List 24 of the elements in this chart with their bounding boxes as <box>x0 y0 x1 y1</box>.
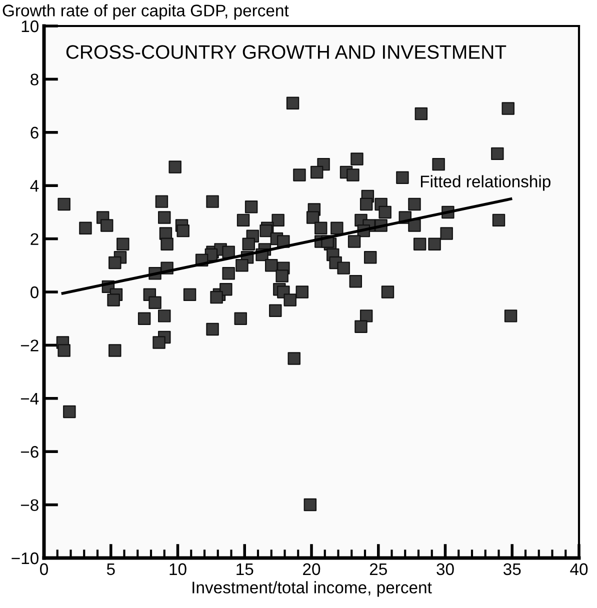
y-tick-label: −4 <box>20 392 39 404</box>
y-tick-label: 8 <box>30 74 38 86</box>
y-tick-label: 6 <box>30 126 38 139</box>
x-tick-label: 30 <box>436 563 454 576</box>
x-tick-label: 5 <box>106 563 115 576</box>
annotation: Fitted relationship <box>420 175 550 191</box>
x-tick-label: 20 <box>303 563 320 576</box>
x-tick-label: 40 <box>570 563 588 576</box>
y-tick-label: 2 <box>30 233 38 245</box>
y-tick-label: −2 <box>20 340 38 352</box>
x-tick-label: 25 <box>370 563 387 576</box>
x-tick-label: 35 <box>503 563 521 576</box>
x-axis-title: Investment/total income, percent <box>192 581 432 597</box>
y-tick-label: −6 <box>20 446 38 458</box>
y-tick-label: 0 <box>30 286 38 298</box>
y-tick-label: −8 <box>20 499 38 512</box>
y-tick-label: −10 <box>12 552 38 564</box>
text: CROSS-COUNTRY GROWTH AND INVESTMENT <box>66 45 506 59</box>
y-axis-title: Growth rate of per capita GDP, percent <box>2 4 289 20</box>
x-tick-label: 15 <box>236 563 254 576</box>
x-tick-label: 10 <box>170 563 186 576</box>
y-tick-label: 4 <box>30 180 39 192</box>
y-tick-label: 10 <box>22 20 38 32</box>
x-tick-label: 0 <box>40 563 48 576</box>
